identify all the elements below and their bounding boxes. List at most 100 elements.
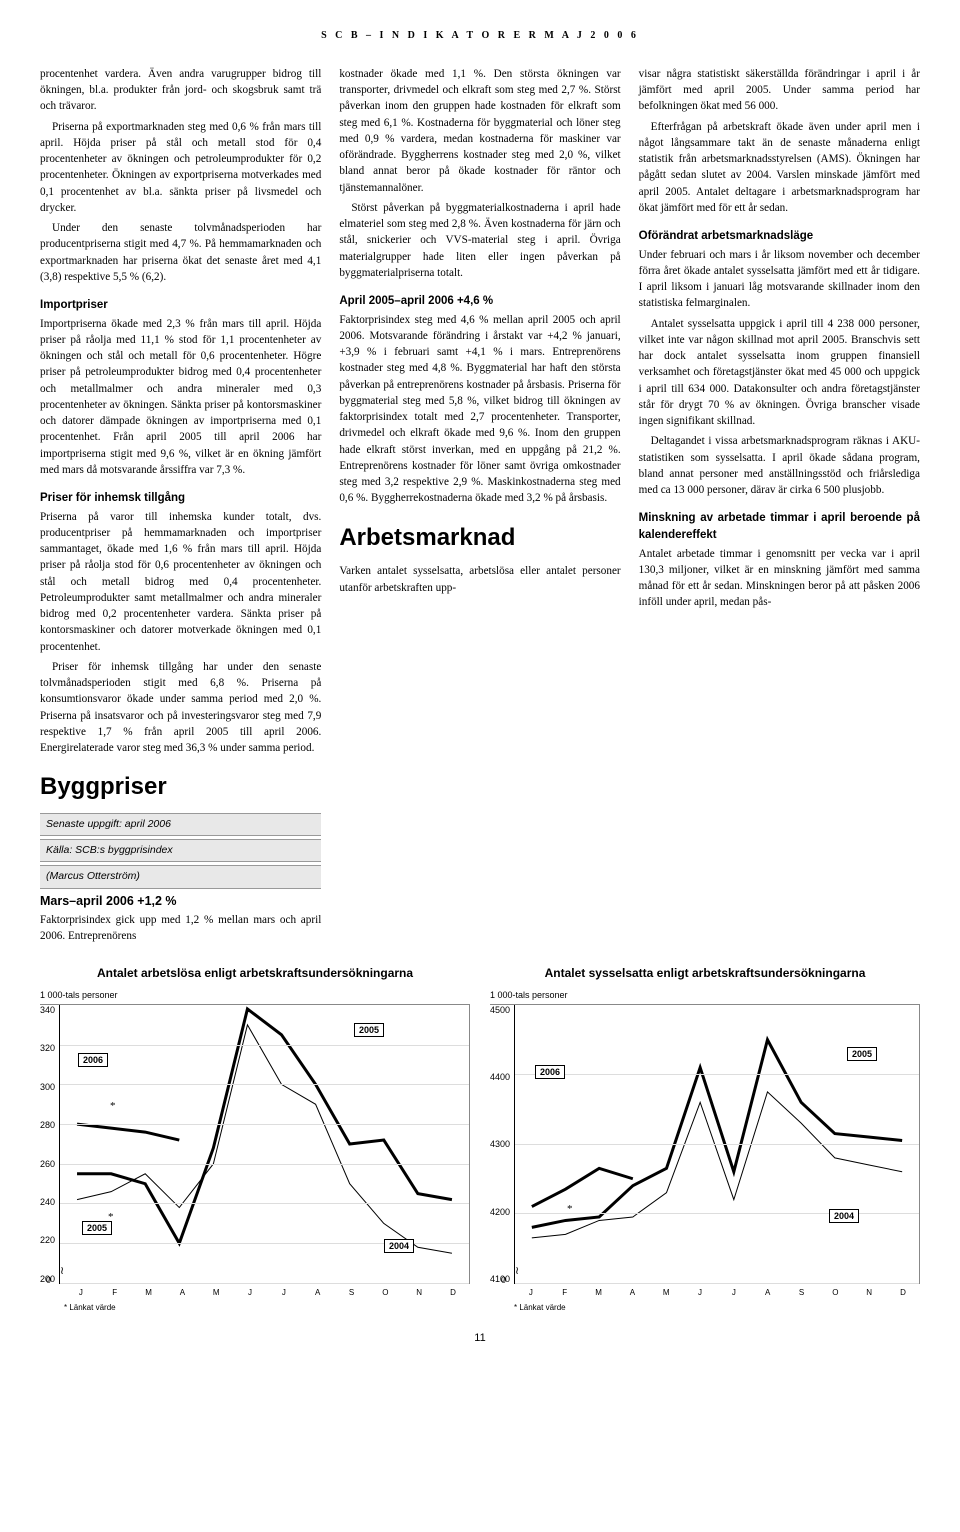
y-tick: 320: [40, 1043, 55, 1053]
y-tick: 4200: [490, 1207, 510, 1217]
chart-2: 4500 4400 4300 4200 4100 0 ≀ 2006 2005 2004 …: [490, 1004, 920, 1284]
col3-p4: Antalet sysselsatta uppgick i april till…: [639, 316, 920, 430]
y-tick: 220: [40, 1235, 55, 1245]
x-tick: J: [717, 1288, 751, 1297]
col1-p6: Priser för inhemsk tillgång har under de…: [40, 659, 321, 756]
col1-p5: Priserna på varor till inhemska kunder t…: [40, 509, 321, 655]
minskning-heading: Minskning av arbetade timmar i april ber…: [639, 510, 920, 543]
bygg-heading: Byggpriser: [40, 770, 321, 805]
chart-2-zero: 0: [501, 1275, 506, 1285]
x-tick: O: [818, 1288, 852, 1297]
series-2004: [77, 1025, 452, 1253]
col3-p6: Antalet arbetade timmar i genomsnitt per…: [639, 546, 920, 611]
charts-row: Antalet arbetslösa enligt arbetskraftsun…: [40, 966, 920, 1312]
chart-1-label-2005b: 2005: [82, 1221, 112, 1235]
info-box-uppgift: Senaste uppgift: april 2006: [40, 813, 321, 836]
col2-p1: kostnader ökade med 1,1 %. Den största ö…: [339, 66, 620, 196]
y-tick: 4100: [490, 1274, 510, 1284]
col3-p2: Efterfrågan på arbetskraft ökade även un…: [639, 119, 920, 216]
chart-2-label-2005: 2005: [847, 1047, 877, 1061]
x-tick: J: [233, 1288, 267, 1297]
col1-p7: Faktorprisindex gick upp med 1,2 % mella…: [40, 912, 321, 944]
chart-1-footnote: * Länkat värde: [40, 1303, 470, 1312]
april-heading: April 2005–april 2006 +4,6 %: [339, 293, 620, 310]
y-tick: 260: [40, 1159, 55, 1169]
mars-heading: Mars–april 2006 +1,2 %: [40, 892, 321, 910]
x-tick: D: [436, 1288, 470, 1297]
chart-1-star: *: [110, 1100, 116, 1112]
chart-2-title: Antalet sysselsatta enligt arbetskraftsu…: [490, 966, 920, 982]
chart-2-x-axis: JFMAMJJASOND: [490, 1288, 920, 1297]
x-tick: A: [615, 1288, 649, 1297]
chart-1-y-axis: 340320300280260240220200: [40, 1005, 60, 1284]
x-tick: M: [582, 1288, 616, 1297]
chart-1-subtitle: 1 000-tals personer: [40, 990, 470, 1000]
info-box-author: (Marcus Otterström): [40, 865, 321, 888]
chart-1-x-axis: JFMAMJJASOND: [40, 1288, 470, 1297]
import-heading: Importpriser: [40, 297, 321, 314]
x-tick: N: [402, 1288, 436, 1297]
x-tick: F: [98, 1288, 132, 1297]
chart-1-break-icon: ≀: [60, 1264, 64, 1277]
y-tick: 280: [40, 1120, 55, 1130]
chart-2-footnote: * Länkat värde: [490, 1303, 920, 1312]
x-tick: D: [886, 1288, 920, 1297]
page-number: 11: [40, 1332, 920, 1344]
chart-2-y-axis: 4500 4400 4300 4200 4100: [490, 1005, 515, 1284]
chart-1-label-2004: 2004: [384, 1239, 414, 1253]
chart-2-container: Antalet sysselsatta enligt arbetskraftsu…: [490, 966, 920, 1312]
x-tick: F: [548, 1288, 582, 1297]
y-tick: 4300: [490, 1139, 510, 1149]
x-tick: A: [301, 1288, 335, 1297]
y-tick: 4500: [490, 1005, 510, 1015]
x-tick: O: [368, 1288, 402, 1297]
column-3: visar några statistiskt säkerställda för…: [639, 66, 920, 948]
x-tick: M: [649, 1288, 683, 1297]
x-tick: J: [683, 1288, 717, 1297]
y-tick: 340: [40, 1005, 55, 1015]
col2-p2: Störst påverkan på byggmaterialkostnader…: [339, 200, 620, 281]
x-tick: J: [267, 1288, 301, 1297]
chart-1-zero: 0: [46, 1275, 51, 1285]
page-header: S C B – I N D I K A T O R E R M A J 2 0 …: [40, 30, 920, 41]
col3-p5: Deltagandet i vissa arbetsmarknadsprogra…: [639, 433, 920, 498]
inhemsk-heading: Priser för inhemsk tillgång: [40, 490, 321, 507]
col3-p1: visar några statistiskt säkerställda för…: [639, 66, 920, 115]
col1-p1: procentenhet vardera. Även andra varugru…: [40, 66, 321, 115]
column-1: procentenhet vardera. Även andra varugru…: [40, 66, 321, 948]
x-tick: N: [852, 1288, 886, 1297]
y-tick: 300: [40, 1082, 55, 1092]
chart-1-label-2006: 2006: [78, 1053, 108, 1067]
chart-1-title: Antalet arbetslösa enligt arbetskraftsun…: [40, 966, 470, 982]
oforandrat-heading: Oförändrat arbetsmarknadsläge: [639, 228, 920, 245]
chart-1-plot: 0 ≀ 2006 2005 2005 2004 * *: [60, 1005, 469, 1284]
chart-1-label-2005a: 2005: [354, 1023, 384, 1037]
x-tick: M: [199, 1288, 233, 1297]
arbets-heading: Arbetsmarknad: [339, 521, 620, 556]
series-2006: [77, 1124, 179, 1140]
chart-2-label-2004: 2004: [829, 1209, 859, 1223]
chart-1-container: Antalet arbetslösa enligt arbetskraftsun…: [40, 966, 470, 1312]
chart-2-label-2006: 2006: [535, 1065, 565, 1079]
x-tick: A: [751, 1288, 785, 1297]
col1-p4: Importpriserna ökade med 2,3 % från mars…: [40, 316, 321, 478]
y-tick: 4400: [490, 1072, 510, 1082]
y-tick: 240: [40, 1197, 55, 1207]
chart-1: 340320300280260240220200 0 ≀ 2006 2005 2…: [40, 1004, 470, 1284]
x-tick: S: [335, 1288, 369, 1297]
chart-2-break-icon: ≀: [515, 1264, 519, 1277]
col2-p3: Faktorprisindex steg med 4,6 % mellan ap…: [339, 312, 620, 507]
series-2005: [532, 1040, 902, 1228]
x-tick: J: [64, 1288, 98, 1297]
x-tick: S: [785, 1288, 819, 1297]
chart-2-subtitle: 1 000-tals personer: [490, 990, 920, 1000]
col2-p4: Varken antalet sysselsatta, arbetslösa e…: [339, 563, 620, 595]
col3-p3: Under februari och mars i år liksom nove…: [639, 247, 920, 312]
x-tick: A: [165, 1288, 199, 1297]
x-tick: M: [132, 1288, 166, 1297]
column-2: kostnader ökade med 1,1 %. Den största ö…: [339, 66, 620, 948]
chart-2-plot: 0 ≀ 2006 2005 2004 *: [515, 1005, 919, 1284]
info-box-kalla: Källa: SCB:s byggprisindex: [40, 839, 321, 862]
col1-p3: Under den senaste tolvmånadsperioden har…: [40, 220, 321, 285]
col1-p2: Priserna på exportmarknaden steg med 0,6…: [40, 119, 321, 216]
